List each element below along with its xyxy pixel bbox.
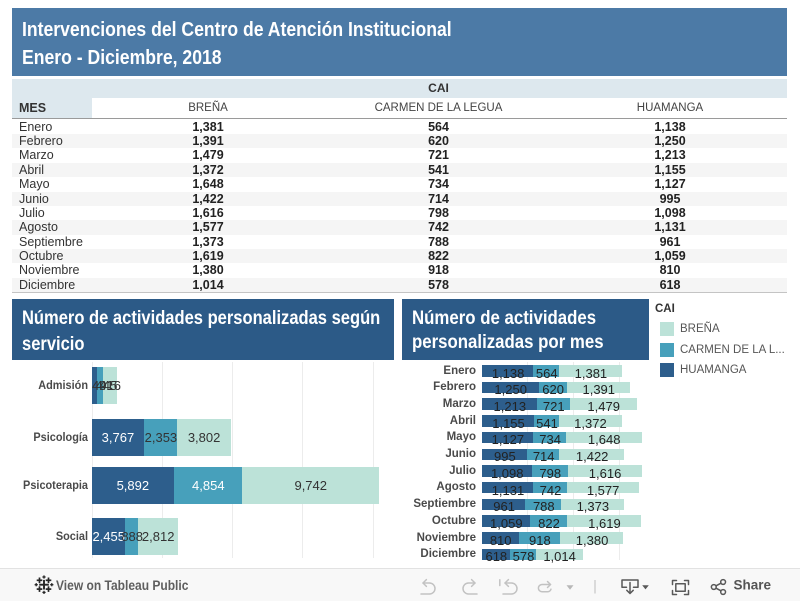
svg-text:Share: Share — [734, 578, 772, 593]
